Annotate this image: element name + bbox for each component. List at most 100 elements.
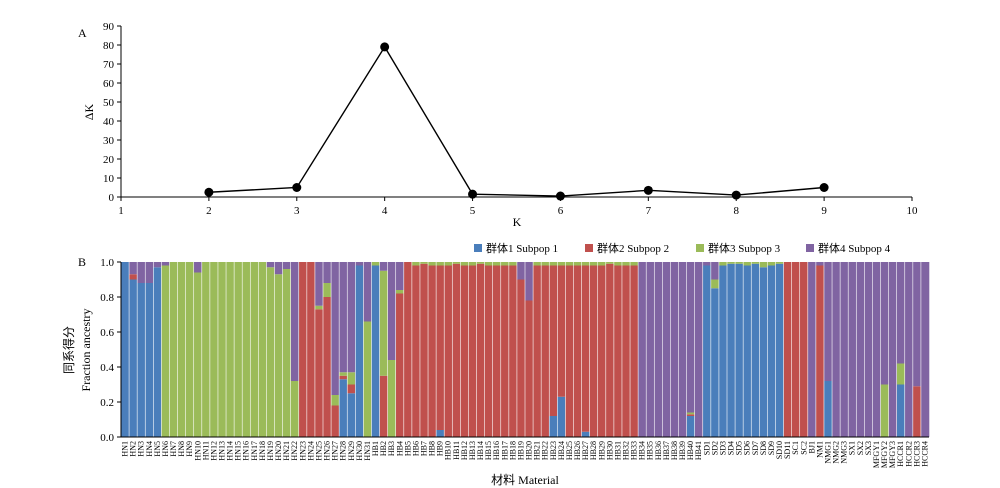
bar-segment-subpop-4: [323, 262, 332, 283]
panel-a-y-tick-label: 0: [109, 192, 115, 204]
panel-a-x-tick-label: 3: [294, 205, 300, 217]
ancestry-bar: [225, 262, 235, 437]
bar-segment-subpop-4: [379, 262, 388, 271]
bar-segment-subpop-1: [686, 416, 695, 437]
ancestry-bar: [387, 262, 397, 437]
bar-segment-subpop-3: [209, 262, 219, 437]
sample-label: HCCR4: [920, 441, 929, 467]
sample-label: HN13: [218, 441, 227, 461]
bar-segment-subpop-4: [525, 262, 534, 301]
sample-label: HN18: [258, 441, 267, 461]
panel-a-y-tick-label: 10: [103, 173, 115, 185]
panel-b-y-tick-label: 0.0: [100, 432, 114, 444]
bar-segment-subpop-4: [872, 262, 881, 437]
sample-label: HB35: [646, 441, 655, 460]
bar-segment-subpop-3: [193, 272, 203, 437]
sample-label: HCCR2: [904, 441, 913, 467]
bar-segment-subpop-3: [727, 262, 736, 264]
bar-segment-subpop-1: [775, 263, 784, 437]
bar-segment-subpop-3: [314, 305, 324, 310]
sample-label: HB20: [525, 441, 534, 460]
ancestry-bar: [920, 262, 930, 437]
bar-segment-subpop-1: [339, 379, 348, 437]
bar-segment-subpop-2: [476, 263, 485, 437]
ancestry-bar: [411, 262, 421, 437]
sample-label: SX1: [848, 441, 857, 455]
panel-b-letter: B: [78, 255, 86, 269]
ancestry-bar: [888, 262, 897, 437]
sample-label: HN16: [242, 441, 251, 461]
bar-segment-subpop-4: [888, 262, 897, 437]
bar-segment-subpop-3: [226, 262, 235, 437]
ancestry-bar: [880, 262, 889, 437]
panel-b-y-tick-label: 0.6: [100, 327, 114, 339]
ancestry-bar: [363, 262, 372, 437]
ancestry-bar: [209, 262, 219, 437]
ancestry-bar: [613, 262, 623, 437]
bar-segment-subpop-1: [710, 288, 720, 437]
bar-segment-subpop-2: [516, 279, 526, 437]
panel-b-legend: 群体1 Subpop 1 群体2 Subpop 2 群体3 Subpop 3 群…: [474, 241, 891, 255]
sample-label: HN25: [314, 441, 323, 461]
bar-segment-subpop-3: [419, 262, 429, 264]
bar-segment-subpop-3: [169, 262, 178, 437]
bar-segment-subpop-2: [339, 375, 348, 380]
bar-segment-subpop-3: [266, 267, 275, 437]
sample-label: HB25: [565, 441, 574, 460]
sample-label: HB10: [444, 441, 453, 460]
sample-label: HN15: [234, 441, 243, 461]
bar-segment-subpop-2: [783, 262, 792, 437]
bar-segment-subpop-1: [371, 265, 380, 437]
ancestry-bar: [791, 262, 801, 437]
ancestry-bar: [314, 262, 324, 437]
sample-label: SD2: [710, 441, 719, 455]
ancestry-bar: [694, 262, 704, 437]
bar-segment-subpop-3: [331, 395, 340, 406]
bar-segment-subpop-2: [323, 297, 332, 437]
sample-label: SC2: [799, 441, 808, 455]
bar-segment-subpop-2: [460, 265, 469, 437]
sample-label: NMG1: [824, 441, 833, 464]
bar-segment-subpop-2: [508, 265, 518, 437]
ancestry-bar: [678, 262, 687, 437]
panel-a-y-tick-label: 60: [103, 78, 115, 90]
bar-segment-subpop-4: [880, 262, 889, 385]
bar-segment-subpop-1: [121, 262, 130, 437]
sample-label: MFGY1: [872, 441, 881, 468]
bar-segment-subpop-3: [290, 381, 300, 437]
ancestry-bar: [573, 262, 582, 437]
panel-a-x-ticks: 1 2 3 4 5 6 7 8 9 10: [118, 197, 918, 217]
sample-label: HB41: [694, 441, 703, 460]
bar-segment-subpop-3: [242, 262, 251, 437]
bar-segment-subpop-2: [452, 263, 461, 437]
ancestry-bar: [710, 262, 720, 437]
bar-segment-subpop-2: [815, 265, 825, 437]
bar-segment-subpop-3: [476, 262, 485, 264]
bar-segment-subpop-3: [323, 283, 332, 297]
ancestry-bar: [379, 262, 388, 437]
ancestry-bar: [468, 262, 477, 437]
ancestry-bar: [355, 262, 364, 437]
bar-segment-subpop-3: [735, 262, 744, 264]
sample-label: HB2: [379, 441, 388, 456]
ancestry-bar: [460, 262, 469, 437]
sample-label: HN10: [193, 441, 202, 461]
sample-label: HN29: [347, 441, 356, 461]
ancestry-bar: [508, 262, 518, 437]
ancestry-bar: [734, 262, 744, 437]
bar-segment-subpop-2: [500, 265, 510, 437]
ancestry-bar: [750, 262, 760, 437]
bar-segment-subpop-3: [379, 270, 388, 376]
bar-segment-subpop-3: [258, 262, 267, 437]
bar-segment-subpop-2: [581, 265, 590, 432]
ancestry-bar: [912, 262, 922, 437]
sample-label: HN3: [137, 441, 146, 457]
ancestry-bar: [169, 262, 178, 437]
bar-segment-subpop-2: [331, 405, 340, 437]
panel-a-y-ticks: 0 10 20 30 40 50 60 70 80 90: [103, 21, 121, 204]
sample-label: HN23: [298, 441, 307, 461]
bar-segment-subpop-4: [314, 262, 324, 306]
ancestry-bar: [799, 262, 809, 437]
ancestry-bar: [742, 262, 752, 437]
